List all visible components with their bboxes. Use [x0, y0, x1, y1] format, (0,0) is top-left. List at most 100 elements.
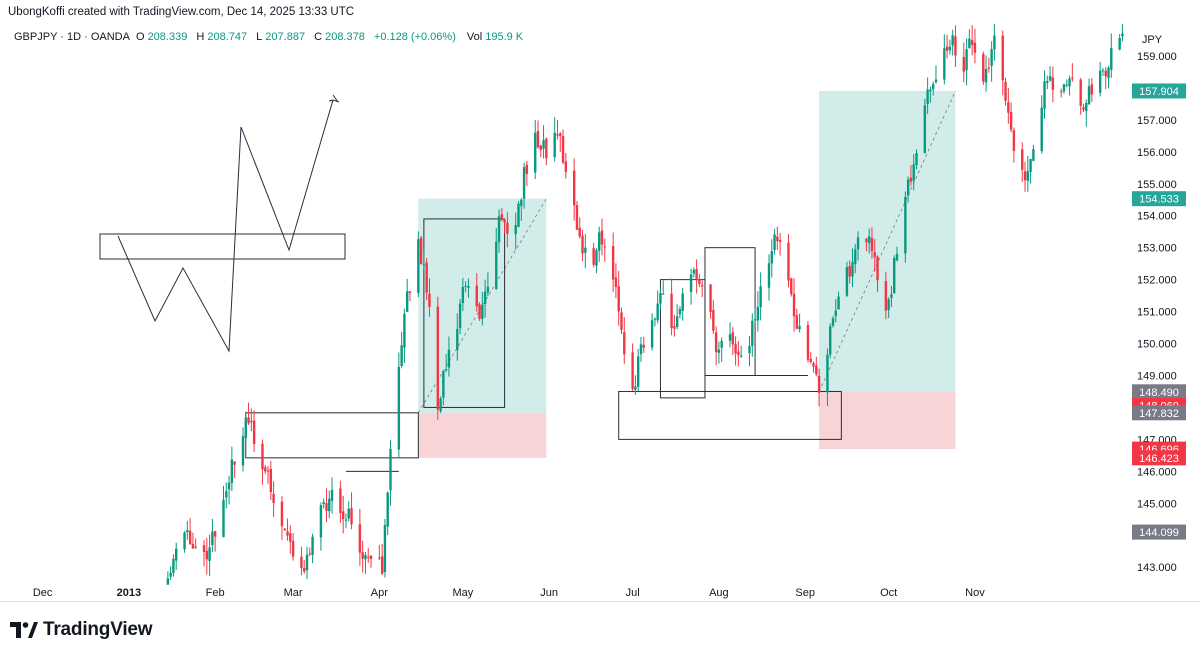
- candle-body: [347, 508, 350, 519]
- candle: [993, 24, 996, 61]
- candle: [467, 278, 470, 298]
- box-drawing-3[interactable]: [618, 390, 842, 440]
- candle: [1048, 66, 1052, 82]
- candle-body: [211, 531, 214, 546]
- candle-body: [1048, 75, 1052, 81]
- candle-body: [809, 358, 812, 362]
- candle: [968, 29, 971, 49]
- box-drawing-0[interactable]: [245, 412, 419, 459]
- candle: [364, 552, 367, 574]
- candle: [422, 249, 426, 271]
- candle-body: [408, 291, 412, 293]
- candle: [662, 280, 665, 295]
- price-tag-label: 157.904: [1139, 86, 1179, 98]
- candle: [812, 361, 815, 373]
- candle-body: [561, 136, 565, 163]
- candle: [514, 212, 517, 250]
- candle: [951, 29, 954, 56]
- candle-body: [634, 386, 637, 390]
- candle: [759, 272, 762, 321]
- candle: [344, 513, 348, 529]
- candle: [517, 201, 520, 228]
- candle: [347, 501, 350, 522]
- candle: [339, 480, 342, 523]
- candle-body: [514, 225, 517, 235]
- time-tick-label: May: [452, 587, 473, 599]
- candle: [575, 200, 579, 231]
- candle: [1023, 161, 1027, 192]
- candle: [174, 542, 178, 570]
- candle-body: [425, 262, 428, 293]
- candle-body: [1065, 84, 1068, 86]
- candle: [378, 545, 381, 561]
- time-tick-label: Aug: [709, 587, 729, 599]
- candle: [400, 331, 403, 369]
- candle: [990, 41, 993, 82]
- candle: [787, 233, 790, 288]
- tradingview-logo-icon: [10, 622, 38, 638]
- candle: [1040, 95, 1043, 154]
- candle: [1043, 70, 1046, 119]
- candle-body: [851, 262, 854, 277]
- candle: [873, 239, 876, 272]
- candle: [731, 327, 735, 356]
- candle-body: [931, 84, 935, 90]
- candle-body: [945, 46, 949, 51]
- candle: [244, 411, 247, 441]
- candle: [639, 336, 643, 363]
- candle: [442, 370, 445, 406]
- legend-low-value: 207.887: [265, 31, 306, 43]
- candle-body: [753, 319, 757, 321]
- price-tick-label: 143.000: [1137, 562, 1177, 574]
- box-drawing-2[interactable]: [423, 218, 506, 408]
- candle-body: [631, 352, 634, 390]
- candle-body: [383, 525, 387, 573]
- candle: [169, 566, 172, 580]
- candle-body: [884, 281, 888, 311]
- legend-high-value: 208.747: [207, 31, 248, 43]
- candle-body: [289, 533, 292, 542]
- candle: [389, 440, 392, 506]
- price-tag-label: 148.490: [1139, 387, 1179, 399]
- candle-body: [954, 36, 957, 56]
- candle: [419, 235, 423, 265]
- candle: [1071, 63, 1074, 82]
- candle-body: [1007, 102, 1010, 113]
- candle-body: [378, 557, 381, 559]
- candle-body: [400, 345, 403, 366]
- legend-volume-value: 195.9 K: [485, 31, 524, 43]
- candle: [751, 313, 754, 357]
- stop-zone-0[interactable]: [418, 412, 547, 458]
- candle-body: [1029, 158, 1032, 172]
- candle: [909, 165, 913, 186]
- stop-zone-1[interactable]: [819, 391, 956, 450]
- sketch-arrow-head-2: [332, 94, 339, 103]
- candle-body: [1040, 107, 1043, 152]
- legend-symbol[interactable]: GBPJPY · 1D · OANDA: [14, 31, 130, 43]
- candle: [770, 239, 773, 278]
- candle-body: [447, 349, 451, 368]
- candle: [408, 291, 412, 302]
- candle: [1062, 83, 1066, 94]
- candle: [403, 308, 406, 364]
- candle-body: [202, 545, 206, 552]
- candle-body: [208, 547, 211, 561]
- candle: [734, 336, 737, 366]
- sketch-path-line[interactable]: [117, 99, 334, 353]
- candle: [252, 410, 256, 452]
- candle: [264, 464, 267, 474]
- candle: [884, 271, 888, 320]
- brand-logo[interactable]: TradingView: [10, 619, 153, 641]
- candle: [367, 547, 370, 563]
- candle-body: [1071, 77, 1074, 79]
- candle-body: [330, 489, 334, 502]
- sketch-zone-rect[interactable]: [99, 233, 346, 260]
- price-tick-label: 159.000: [1137, 51, 1177, 63]
- candle-body: [464, 285, 467, 287]
- candle-body: [598, 232, 601, 251]
- candle: [926, 77, 929, 115]
- candle: [191, 532, 195, 549]
- candle-body: [300, 556, 303, 569]
- candle: [659, 288, 662, 310]
